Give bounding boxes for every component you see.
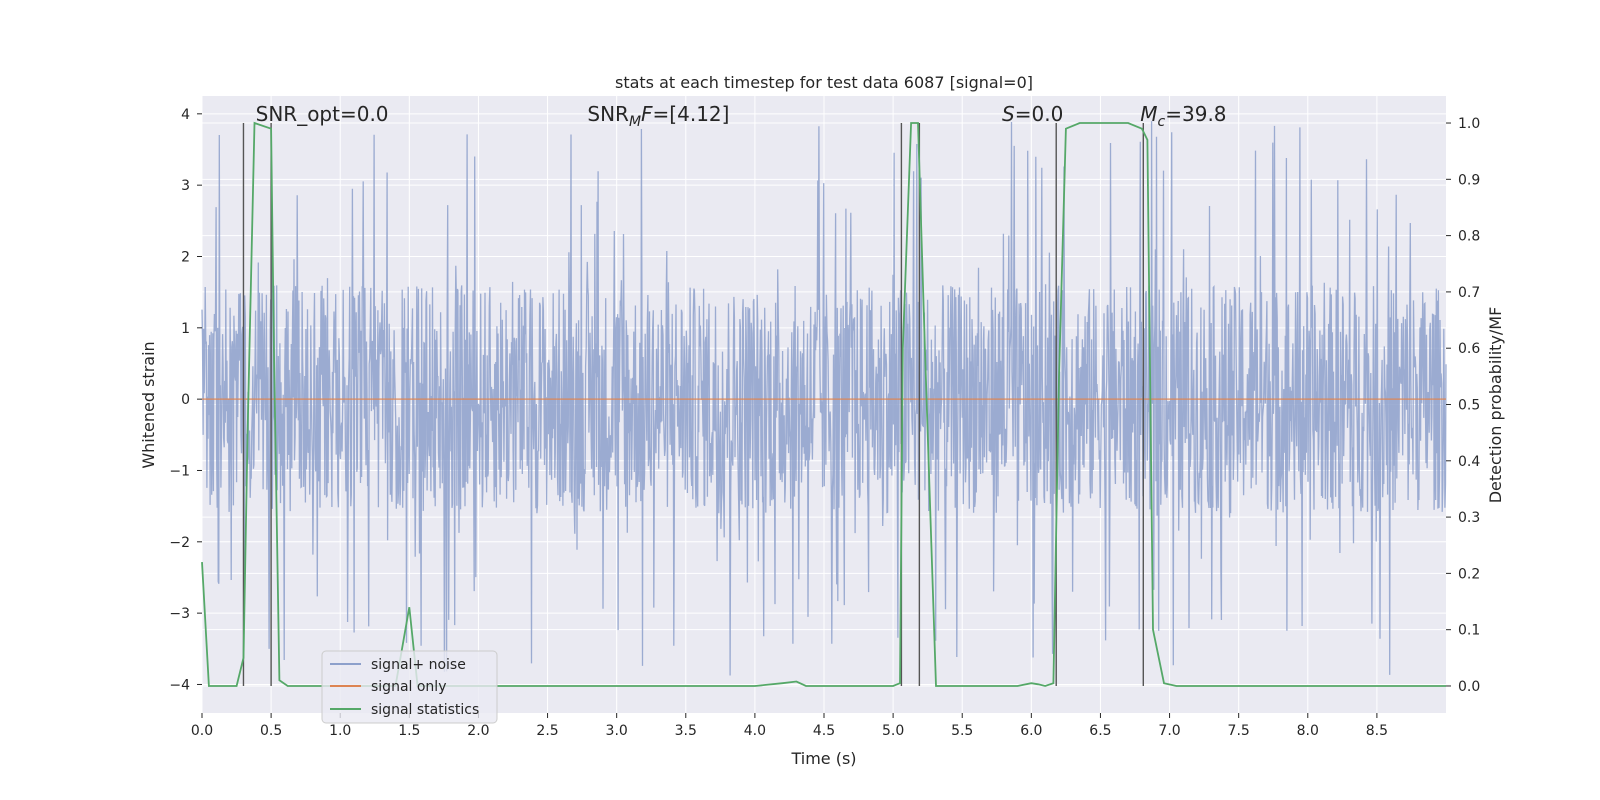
x-tick-label-16: 8.0: [1297, 723, 1319, 739]
y2-ticks: 1.0 0.9 0.8 0.7 0.6 0.5 0.4 0.3 0.2 0.1 0.0: [1446, 116, 1480, 695]
y2-tick-label-8: 0.2: [1458, 566, 1480, 582]
x-tick-label-10: 5.0: [882, 723, 904, 739]
x-tick-label-8: 4.0: [744, 723, 766, 739]
x-tick-label-7: 3.5: [675, 723, 697, 739]
y-tick-label-3: 1: [181, 321, 190, 337]
x-tick-label-2: 1.0: [329, 723, 351, 739]
y2-tick-label-0: 1.0: [1458, 116, 1480, 132]
y2-tick-label-3: 0.7: [1458, 285, 1480, 301]
x-tick-label-12: 6.0: [1020, 723, 1042, 739]
legend-label-signal-only: signal only: [371, 679, 446, 695]
y2-tick-label-10: 0.0: [1458, 679, 1480, 695]
x-ticks: 0.0 0.5 1.0 1.5 2.0 2.5 3.0 3.5 4.0 4.5 5.0 5.5 6.0 6…: [191, 713, 1388, 739]
x-tick-label-5: 2.5: [536, 723, 558, 739]
x-tick-label-17: 8.5: [1366, 723, 1388, 739]
x-tick-label-1: 0.5: [260, 723, 282, 739]
y-axis-label: Whitened strain: [139, 341, 158, 468]
signal-statistics-series: [201, 121, 1446, 687]
annotation-0: SNR_opt=0.0: [256, 102, 389, 126]
annotation-1: SNRMF=[4.12]: [587, 102, 729, 130]
legend-box: [321, 650, 498, 724]
x-tick-label-13: 6.5: [1089, 723, 1111, 739]
y-tick-label-5: −1: [169, 463, 190, 479]
x-tick-label-9: 4.5: [813, 723, 835, 739]
legend-label-noise: signal+ noise: [371, 657, 466, 673]
x-tick-label-3: 1.5: [398, 723, 420, 739]
y-tick-label-2: 2: [181, 249, 190, 265]
y2-tick-label-5: 0.5: [1458, 398, 1480, 414]
y-ticks: 4 3 2 1 0 −1 −2 −3 −4: [169, 107, 202, 693]
signal-statistics-line: [201, 121, 1446, 687]
y2-tick-label-9: 0.1: [1458, 623, 1480, 639]
x-tick-label-4: 2.0: [467, 723, 489, 739]
y-tick-label-0: 4: [181, 107, 190, 123]
legend-label-statistics: signal statistics: [371, 702, 479, 718]
y2-tick-label-7: 0.3: [1458, 510, 1480, 526]
y-tick-label-4: 0: [181, 392, 190, 408]
noise-line: [201, 121, 1447, 676]
x-tick-label-14: 7.0: [1158, 723, 1180, 739]
y-tick-label-8: −4: [169, 677, 190, 693]
x-tick-label-6: 3.0: [606, 723, 628, 739]
y2-axis-label: Detection probability/MF: [1486, 307, 1505, 504]
x-tick-label-0: 0.0: [191, 723, 213, 739]
noise-series: [201, 121, 1447, 676]
y-tick-label-7: −3: [169, 606, 190, 622]
y2-tick-label-6: 0.4: [1458, 454, 1480, 470]
x-tick-label-15: 7.5: [1228, 723, 1250, 739]
y-tick-label-1: 3: [181, 178, 190, 194]
chart-title: stats at each timestep for test data 608…: [615, 73, 1033, 92]
y2-tick-label-2: 0.8: [1458, 229, 1480, 245]
legend: signal+ noise signal only signal statist…: [321, 650, 498, 724]
annotation-3: Mc=39.8: [1140, 102, 1226, 130]
annotation-2: S=0.0: [1002, 102, 1063, 126]
y2-tick-label-4: 0.6: [1458, 341, 1480, 357]
x-axis-label: Time (s): [790, 749, 856, 768]
y2-tick-label-1: 0.9: [1458, 172, 1480, 188]
annotations: SNR_opt=0.0 SNRMF=[4.12] S=0.0 Mc=39.8: [256, 102, 1227, 130]
x-tick-label-11: 5.5: [951, 723, 973, 739]
y-tick-label-6: −2: [169, 535, 190, 551]
